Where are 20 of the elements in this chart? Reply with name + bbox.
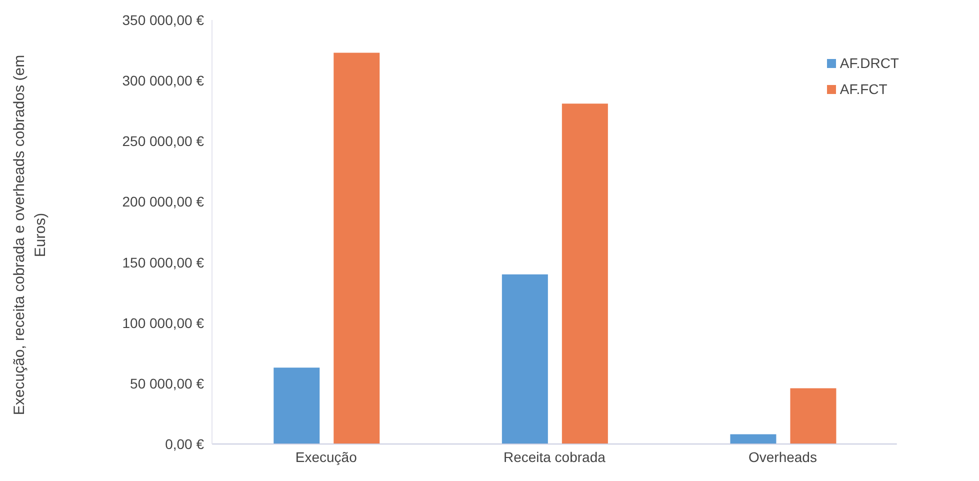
x-tick-label: Overheads	[748, 448, 817, 465]
y-axis-title: Execução, receita cobrada e overheads cobrados (em Euros)	[10, 54, 50, 418]
bar	[274, 368, 320, 444]
bar	[730, 434, 776, 444]
bar	[502, 274, 548, 444]
y-tick-label: 250 000,00 €	[122, 133, 204, 150]
y-tick-label: 100 000,00 €	[122, 314, 204, 331]
bar	[790, 388, 836, 444]
y-tick-label: 200 000,00 €	[122, 194, 204, 210]
bar	[562, 104, 608, 444]
y-tick-label: 300 000,00 €	[122, 72, 204, 89]
y-tick-label: 150 000,00 €	[122, 254, 204, 270]
legend-label: AF.DRCT	[840, 55, 899, 71]
bar	[334, 52, 380, 444]
y-tick-label: 50 000,00 €	[130, 375, 204, 392]
legend-label: AF.FCT	[840, 81, 888, 97]
x-tick-label: Execução	[295, 448, 358, 465]
y-tick-label: 350 000,00 €	[122, 12, 204, 28]
x-tick-label: Receita cobrada	[503, 448, 606, 465]
y-tick-label: 0,00 €	[165, 436, 204, 452]
